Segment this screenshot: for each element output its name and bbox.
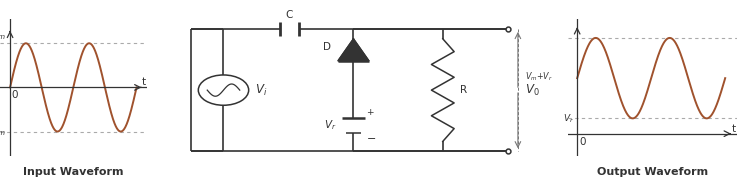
Text: $V_i$: $V_i$ xyxy=(255,83,267,98)
Text: t: t xyxy=(732,124,735,134)
Text: $V_m$$+$$V_r$: $V_m$$+$$V_r$ xyxy=(525,70,553,83)
Text: $V_r$: $V_r$ xyxy=(324,119,336,132)
Text: R: R xyxy=(459,85,467,95)
Text: $v'_m$: $v'_m$ xyxy=(0,28,6,42)
Text: C: C xyxy=(286,10,293,20)
Text: 0: 0 xyxy=(579,137,586,147)
Text: t: t xyxy=(142,77,146,87)
Text: D: D xyxy=(323,42,331,52)
Text: Output Waveform: Output Waveform xyxy=(597,167,708,177)
Text: $V_r$: $V_r$ xyxy=(562,112,574,125)
Text: 0: 0 xyxy=(11,90,18,101)
Text: Input Waveform: Input Waveform xyxy=(23,167,123,177)
Text: −: − xyxy=(366,134,376,144)
Text: +: + xyxy=(366,108,374,117)
Text: $V_0$: $V_0$ xyxy=(525,83,539,98)
Text: $-V_m$: $-V_m$ xyxy=(0,125,6,139)
Polygon shape xyxy=(338,39,369,61)
